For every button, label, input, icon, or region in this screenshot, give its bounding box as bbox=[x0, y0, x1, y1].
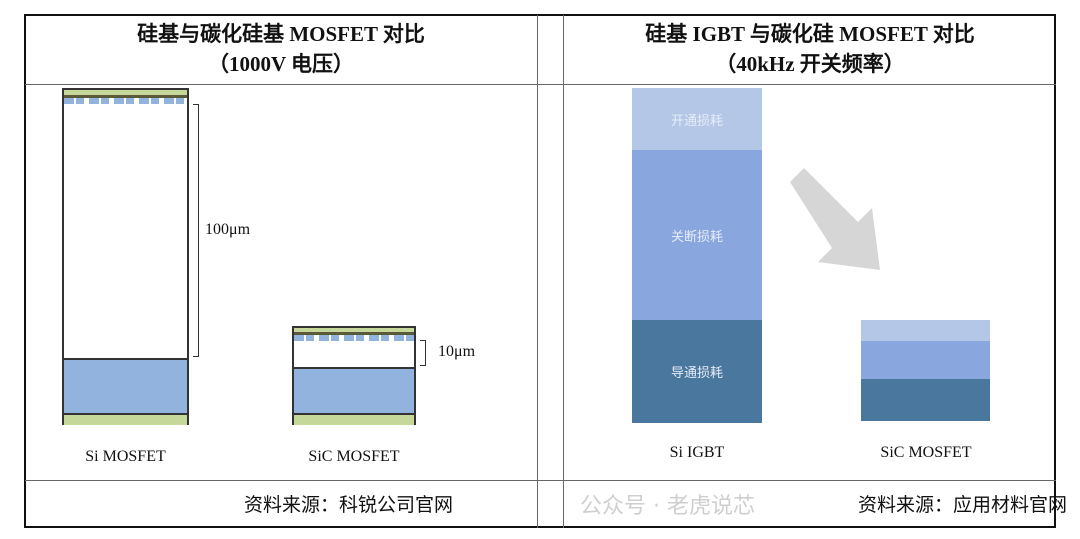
sic-mosfet-bar bbox=[861, 320, 990, 421]
sic-mosfet-structure bbox=[292, 326, 416, 425]
turn-off-loss-segment: 关断损耗 bbox=[632, 150, 762, 320]
conduction-loss-segment bbox=[861, 379, 990, 421]
divider bbox=[25, 480, 1056, 481]
watermark: 公众号 · 老虎说芯 bbox=[580, 494, 755, 519]
divider bbox=[25, 84, 1056, 85]
si-igbt-label: Si IGBT bbox=[669, 444, 725, 461]
sic-mosfet-label: SiC MOSFET bbox=[880, 444, 972, 461]
sic-mosfet-label: SiC MOSFET bbox=[308, 448, 400, 465]
turn-on-loss-segment: 开通损耗 bbox=[632, 88, 762, 150]
table-frame bbox=[24, 14, 1056, 528]
thickness-bracket bbox=[420, 340, 426, 366]
right-source: 资料来源：应用材料官网 bbox=[858, 495, 1068, 516]
si-mosfet-label: Si MOSFET bbox=[85, 448, 166, 465]
left-title: 硅基与碳化硅基 MOSFET 对比 bbox=[137, 22, 425, 46]
left-header: 硅基与碳化硅基 MOSFET 对比 （1000V 电压） bbox=[26, 19, 536, 79]
divider bbox=[563, 15, 564, 528]
left-source: 资料来源：科锐公司官网 bbox=[244, 495, 454, 516]
thickness-bracket bbox=[193, 104, 199, 357]
si-thickness-label: 100μm bbox=[205, 221, 251, 238]
right-subtitle: （40kHz 开关频率） bbox=[715, 52, 905, 76]
sic-thickness-label: 10μm bbox=[438, 343, 476, 360]
si-igbt-bar: 开通损耗 关断损耗 导通损耗 bbox=[632, 88, 762, 423]
conduction-loss-segment: 导通损耗 bbox=[632, 320, 762, 423]
left-subtitle: （1000V 电压） bbox=[207, 52, 355, 76]
si-mosfet-structure bbox=[62, 88, 189, 425]
turn-on-loss-segment bbox=[861, 320, 990, 341]
right-header: 硅基 IGBT 与碳化硅 MOSFET 对比 （40kHz 开关频率） bbox=[564, 19, 1056, 79]
right-title: 硅基 IGBT 与碳化硅 MOSFET 对比 bbox=[645, 22, 975, 46]
arrow-down-right-icon bbox=[790, 168, 880, 270]
divider bbox=[537, 15, 538, 528]
turn-off-loss-segment bbox=[861, 341, 990, 379]
